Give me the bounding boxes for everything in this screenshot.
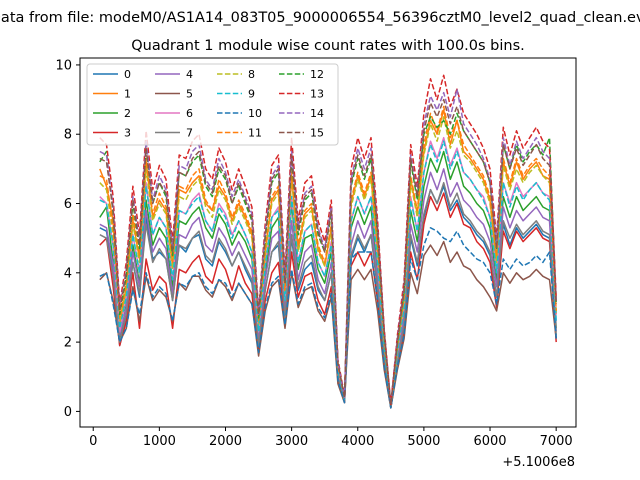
x-axis: 0 1000 2000 3000 4000 5000 6000 7000 <box>89 427 573 449</box>
y-tick-label: 4 <box>64 266 72 281</box>
y-tick-label: 0 <box>64 405 72 420</box>
legend-label-12: 12 <box>310 68 324 81</box>
x-tick-label: 4000 <box>341 434 374 449</box>
legend-label-13: 13 <box>310 88 324 101</box>
y-axis: 0 2 4 6 8 10 <box>55 58 80 420</box>
legend-label-9: 9 <box>248 88 255 101</box>
x-tick-label: 0 <box>89 434 97 449</box>
figure-title: Data from file: modeM0/AS1A14_083T05_900… <box>0 10 640 26</box>
x-tick-label: 6000 <box>473 434 506 449</box>
y-tick-label: 8 <box>64 128 72 143</box>
series-line-2 <box>99 150 557 407</box>
series-line-8 <box>99 116 557 406</box>
legend-label-6: 6 <box>186 107 193 120</box>
legend-label-8: 8 <box>248 68 255 81</box>
legend-label-14: 14 <box>310 107 324 120</box>
series-line-4 <box>99 168 557 407</box>
legend-label-5: 5 <box>186 88 193 101</box>
series-line-7 <box>99 181 557 409</box>
y-tick-label: 10 <box>55 58 72 73</box>
legend-label-4: 4 <box>186 68 193 81</box>
axes-frame <box>79 57 577 428</box>
x-tick-label: 5000 <box>407 434 440 449</box>
series-line-11 <box>99 105 557 406</box>
chart-title: Quadrant 1 module wise count rates with … <box>131 38 525 54</box>
x-tick-label: 3000 <box>275 434 308 449</box>
series-line-9 <box>99 140 557 407</box>
x-tick-label: 7000 <box>540 434 573 449</box>
x-tick-label: 1000 <box>143 434 176 449</box>
legend-label-11: 11 <box>248 127 262 140</box>
legend-label-7: 7 <box>186 127 193 140</box>
plot-series-group <box>99 74 557 409</box>
legend-label-1: 1 <box>124 88 131 101</box>
x-tick-label: 2000 <box>209 434 242 449</box>
series-line-13 <box>99 74 557 406</box>
series-line-10 <box>99 227 557 409</box>
legend-label-10: 10 <box>248 107 262 120</box>
legend-label-3: 3 <box>124 127 131 140</box>
y-tick-label: 6 <box>64 197 72 212</box>
legend-box <box>86 63 339 146</box>
series-line-15 <box>99 98 557 406</box>
legend-label-15: 15 <box>310 127 324 140</box>
legend-label-0: 0 <box>124 68 131 81</box>
x-axis-offset-label: +5.1006e8 <box>502 455 575 470</box>
legend-label-2: 2 <box>124 107 131 120</box>
y-tick-label: 2 <box>64 336 72 351</box>
